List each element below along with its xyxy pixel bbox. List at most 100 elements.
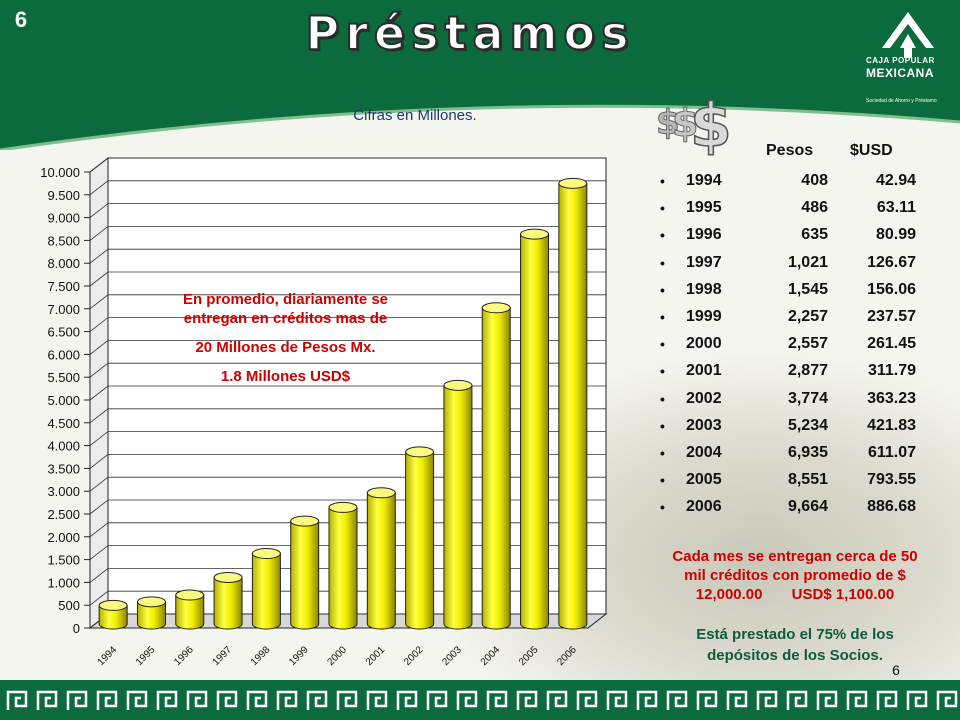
- greek-key-motif: [276, 690, 298, 710]
- slide-number: 6: [14, 7, 28, 32]
- bar-top: [290, 515, 320, 527]
- bar: [405, 446, 435, 630]
- gridline: [89, 567, 606, 583]
- x-tick-label: 2006: [555, 644, 579, 668]
- greek-key-motif: [366, 690, 388, 710]
- bar-body: [443, 384, 473, 630]
- row-year: 1996: [686, 226, 722, 244]
- bar: [328, 501, 358, 630]
- row-usd: 886.68: [867, 498, 916, 516]
- y-tick-label: 3.000: [47, 484, 80, 499]
- greek-key-motif: [306, 690, 328, 710]
- gridline: [89, 248, 606, 264]
- row-year: 1994: [686, 172, 722, 189]
- y-tick-label: 6.000: [47, 347, 80, 362]
- row-usd: 126.67: [867, 253, 916, 271]
- bar: [443, 379, 473, 630]
- greek-key-motif: [216, 690, 238, 710]
- greek-key-motif: [96, 690, 118, 710]
- greek-key-motif: [816, 690, 838, 710]
- note1-line-2: mil créditos con promedio de $: [684, 567, 906, 584]
- x-tick-label: 1999: [287, 644, 311, 668]
- note1-line-1: Cada mes se entregan cerca de 50: [672, 548, 918, 565]
- bullet: •: [660, 309, 665, 325]
- y-tick-label: 2.500: [47, 507, 80, 522]
- row-year: 2002: [686, 389, 722, 407]
- note2-line-1: Está prestado el 75% de los: [696, 626, 894, 643]
- greek-key-motif: [576, 690, 598, 710]
- greek-key-motif: [636, 690, 658, 710]
- greek-key-motif: [126, 690, 148, 710]
- gridline: [89, 545, 606, 560]
- row-year: 2005: [686, 471, 722, 489]
- row-usd: 156.06: [867, 280, 916, 298]
- header-pesos: Pesos: [766, 142, 814, 159]
- greek-key-motif: [606, 690, 628, 710]
- footer-band: [0, 680, 960, 720]
- greek-key-motif: [846, 690, 868, 710]
- row-pesos: 1,021: [787, 253, 828, 271]
- monthly-credits-note: Cada mes se entregan cerca de 50 mil cré…: [630, 547, 960, 604]
- bar-body: [213, 576, 243, 630]
- table-row: • 2000 2,557 261.45: [640, 331, 940, 357]
- y-tick-label: 4.000: [47, 439, 80, 454]
- greek-key-motif: [696, 690, 718, 710]
- x-tick-label: 2005: [517, 644, 541, 668]
- bar-body: [251, 553, 281, 630]
- note1-line-3: 12,000.00 USD$ 1,100.00: [695, 586, 895, 603]
- greek-key-motif: [6, 690, 28, 710]
- greek-key-motif: [486, 690, 508, 710]
- bullet: •: [660, 472, 665, 489]
- gridline: [89, 317, 606, 332]
- y-tick-label: 6.500: [47, 325, 80, 340]
- callout-line-1: En promedio, diariamente se: [182, 291, 389, 308]
- bullet: •: [660, 200, 665, 217]
- bullet: •: [660, 227, 665, 244]
- x-tick-label: 2000: [325, 644, 349, 668]
- table-row: • 2003 5,234 421.83: [640, 413, 940, 439]
- table-row: • 2001 2,877 311.79: [640, 358, 940, 384]
- row-pesos: 5,234: [787, 416, 828, 434]
- row-year: 2003: [686, 416, 722, 434]
- gridline: [89, 476, 606, 492]
- row-year: 2000: [686, 335, 722, 353]
- greek-key-motif: [456, 690, 478, 710]
- greek-key-motif: [66, 690, 88, 710]
- page-title: Préstamos: [305, 5, 635, 61]
- bar: [520, 228, 550, 630]
- svg-text:$: $: [690, 96, 732, 161]
- bar-body: [175, 594, 205, 630]
- x-tick-label: 2004: [479, 644, 503, 668]
- row-pesos: 2,557: [787, 335, 828, 353]
- row-year: 2001: [686, 362, 722, 380]
- row-usd: 421.83: [867, 416, 916, 434]
- x-tick-label: 2001: [364, 644, 388, 668]
- bullet: •: [660, 281, 665, 298]
- table-row: • 1999 2,257 237.57: [640, 304, 940, 330]
- row-year: 1997: [686, 253, 722, 271]
- row-year: 2006: [686, 498, 722, 516]
- bar-top: [558, 177, 588, 189]
- bar-top: [251, 548, 281, 560]
- row-usd: 42.94: [875, 172, 916, 189]
- bar-top: [443, 379, 473, 391]
- subtitle: Cifras en Millones.: [353, 107, 477, 124]
- callout-line-2: entregan en créditos mas de: [183, 310, 388, 327]
- table-row: • 2004 6,935 611.07: [640, 440, 940, 466]
- x-tick-label: 1994: [96, 644, 120, 668]
- bullet: •: [660, 499, 665, 516]
- bar-top: [481, 302, 511, 314]
- gridline: [89, 203, 606, 218]
- x-tick-label: 2002: [402, 644, 426, 668]
- bar: [558, 177, 588, 630]
- x-tick-label: 1997: [211, 644, 235, 668]
- header-usd: $USD: [850, 142, 893, 159]
- gridline: [89, 453, 606, 469]
- table-row: • 1996 635 80.99: [640, 222, 940, 248]
- bar: [481, 302, 511, 630]
- y-tick-label: 9.000: [47, 211, 80, 226]
- svg-text:$: $: [656, 103, 680, 143]
- note2-line-2: depósitos de los Socios.: [707, 647, 883, 664]
- table-row: • 1998 1,545 156.06: [640, 277, 940, 303]
- table-row: • 2005 8,551 793.55: [640, 467, 940, 493]
